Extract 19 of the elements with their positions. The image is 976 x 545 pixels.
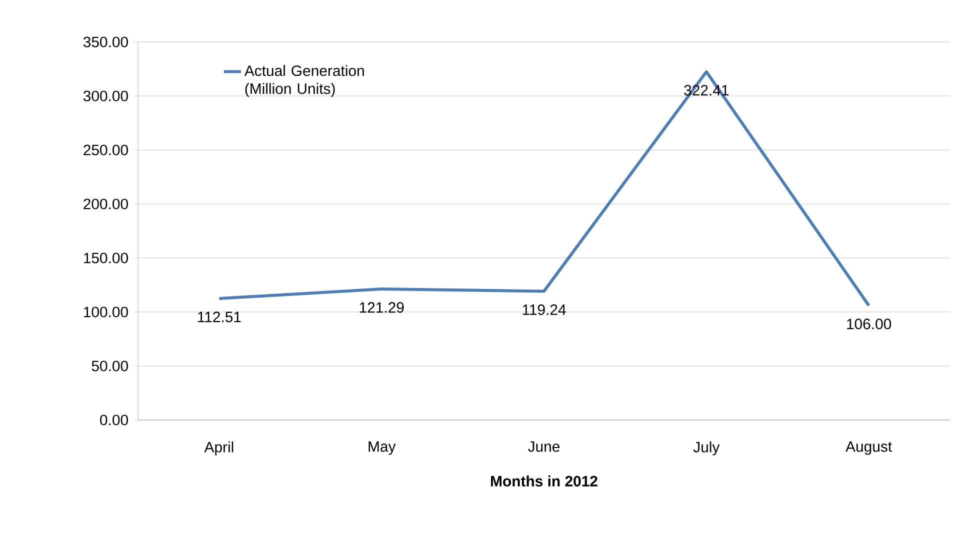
data-label: 121.29 — [360, 302, 404, 313]
x-tick-label: August — [846, 441, 892, 455]
y-tick-label: 150.00 — [84, 252, 128, 264]
x-tick-label: July — [693, 441, 720, 456]
x-tick-label: June — [528, 441, 560, 452]
y-tick-label: 350.00 — [83, 36, 128, 48]
y-tick-label: 100.00 — [84, 306, 128, 318]
legend-label: Actual Generation (Million Units) — [244, 65, 364, 97]
y-tick-label: 200.00 — [84, 198, 128, 210]
data-label: 106.00 — [847, 318, 892, 330]
data-label: 112.51 — [198, 312, 241, 322]
data-label: 119.24 — [522, 304, 566, 315]
x-tick-label: April — [204, 441, 234, 456]
x-tick-label: May — [368, 441, 396, 455]
y-tick-label: 0.00 — [100, 414, 128, 426]
y-tick-label: 250.00 — [84, 144, 128, 156]
y-tick-label: 50.00 — [92, 360, 128, 372]
y-tick-label: 300.00 — [83, 90, 128, 102]
x-axis-title: Months in 2012 — [491, 476, 598, 486]
